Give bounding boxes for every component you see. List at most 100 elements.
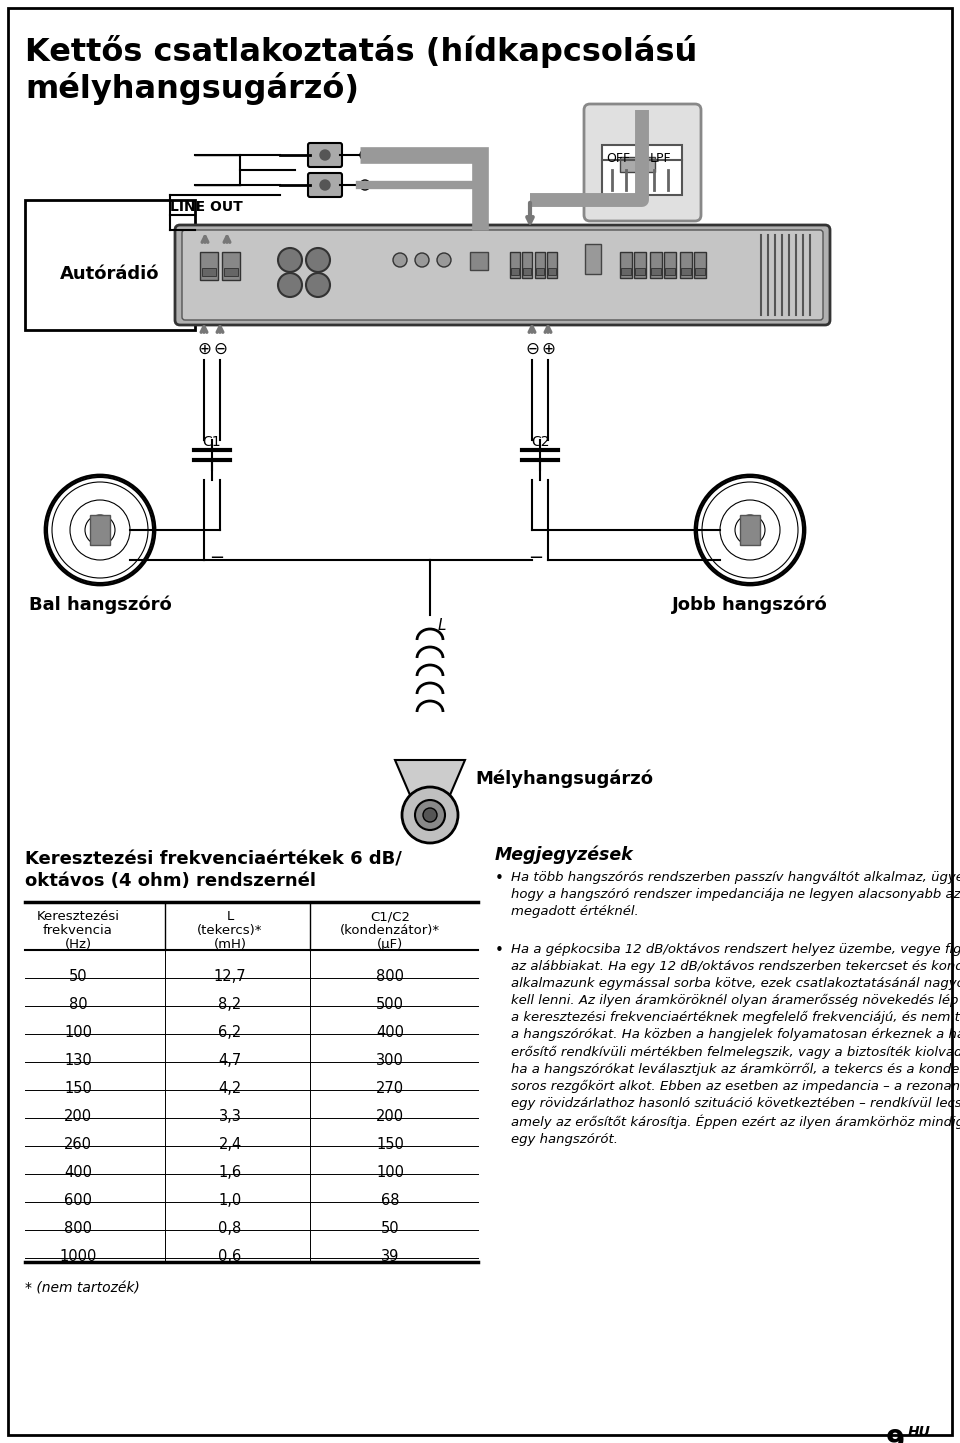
Text: −: − [528,548,543,567]
Circle shape [306,273,330,297]
Text: C1: C1 [203,434,222,449]
Bar [536,268,544,276]
Text: Bal hangszóró: Bal hangszóró [29,595,172,613]
Bar [650,253,662,278]
Bar [740,515,760,545]
Text: 50: 50 [69,970,87,984]
Circle shape [45,475,155,584]
Text: 39: 39 [381,1250,399,1264]
Text: 100: 100 [376,1165,404,1180]
Text: 1,6: 1,6 [219,1165,242,1180]
Text: Autórádió: Autórádió [60,266,159,283]
Bar [694,253,706,278]
Circle shape [306,248,330,271]
Text: 200: 200 [64,1110,92,1124]
Text: 1,0: 1,0 [218,1193,242,1208]
Text: 500: 500 [376,997,404,1012]
Text: (Hz): (Hz) [64,938,91,951]
Text: 0,6: 0,6 [218,1250,242,1264]
Text: 150: 150 [376,1137,404,1152]
Bar [547,253,557,278]
Bar [548,268,556,276]
Text: 4,2: 4,2 [218,1081,242,1097]
Text: 2,4: 2,4 [218,1137,242,1152]
Bar [470,253,488,270]
Bar [602,144,682,195]
Text: 260: 260 [64,1137,92,1152]
Bar [620,157,655,172]
Bar [523,268,531,276]
Text: 270: 270 [376,1081,404,1097]
Text: 100: 100 [64,1025,92,1040]
Bar [25,201,195,330]
Bar [511,268,519,276]
Bar [665,268,675,276]
Text: OFF: OFF [606,152,630,165]
Text: Ha több hangszórós rendszerben passzív hangváltót alkalmaz, ügyelni kell arra,
h: Ha több hangszórós rendszerben passzív h… [511,872,960,918]
Bar [522,253,532,278]
FancyBboxPatch shape [584,104,701,221]
Bar [90,515,110,545]
Bar [224,268,238,276]
Bar [200,253,218,280]
Text: •: • [495,942,504,958]
Text: Mélyhangsugárzó: Mélyhangsugárzó [475,771,653,788]
Text: −: − [209,548,224,567]
Bar [695,268,705,276]
Text: mélyhangsugárzó): mélyhangsugárzó) [25,72,359,105]
Text: 800: 800 [64,1221,92,1237]
Circle shape [437,253,451,267]
Bar [585,244,601,274]
Text: C1/C2: C1/C2 [370,911,410,924]
Circle shape [415,253,429,267]
Text: C2: C2 [531,434,549,449]
Bar [620,253,632,278]
FancyBboxPatch shape [175,225,830,325]
Text: Ha a gépkocsiba 12 dB/oktávos rendszert helyez üzembe, vegye figyelembe
az alább: Ha a gépkocsiba 12 dB/oktávos rendszert … [511,942,960,1146]
Text: Keresztezési frekvenciaértékek 6 dB/: Keresztezési frekvenciaértékek 6 dB/ [25,850,402,869]
Circle shape [360,180,370,190]
Circle shape [415,799,445,830]
Bar [680,253,692,278]
Text: 9: 9 [886,1429,905,1443]
Circle shape [423,808,437,823]
Bar [635,268,645,276]
Text: ⊕: ⊕ [197,341,211,358]
Text: (tekercs)*: (tekercs)* [197,924,263,937]
Text: 130: 130 [64,1053,92,1068]
Text: 68: 68 [381,1193,399,1208]
Polygon shape [395,760,465,795]
Text: Keresztezési: Keresztezési [36,911,119,924]
Text: 4,7: 4,7 [218,1053,242,1068]
Text: (kondenzátor)*: (kondenzátor)* [340,924,440,937]
Bar [681,268,691,276]
Circle shape [278,248,302,271]
Text: ⊕: ⊕ [541,341,555,358]
Text: 150: 150 [64,1081,92,1097]
Text: LINE OUT: LINE OUT [170,201,243,214]
Text: 3,3: 3,3 [219,1110,241,1124]
Text: oktávos (4 ohm) rendszernél: oktávos (4 ohm) rendszernél [25,872,316,890]
Bar [222,253,240,280]
Text: (μF): (μF) [377,938,403,951]
Circle shape [393,253,407,267]
Bar [535,253,545,278]
Circle shape [695,475,805,584]
Text: 400: 400 [64,1165,92,1180]
Bar [202,268,216,276]
Bar [634,253,646,278]
FancyBboxPatch shape [182,229,823,320]
Text: 400: 400 [376,1025,404,1040]
Text: frekvencia: frekvencia [43,924,113,937]
Text: * (nem tartozék): * (nem tartozék) [25,1281,140,1296]
Text: 8,2: 8,2 [218,997,242,1012]
Text: ⊖: ⊖ [525,341,539,358]
Text: 600: 600 [64,1193,92,1208]
Text: L: L [227,911,233,924]
Bar [664,253,676,278]
Text: 12,7: 12,7 [214,970,247,984]
Text: •: • [495,872,504,886]
Text: 80: 80 [69,997,87,1012]
Text: 6,2: 6,2 [218,1025,242,1040]
Text: HU: HU [908,1426,931,1439]
